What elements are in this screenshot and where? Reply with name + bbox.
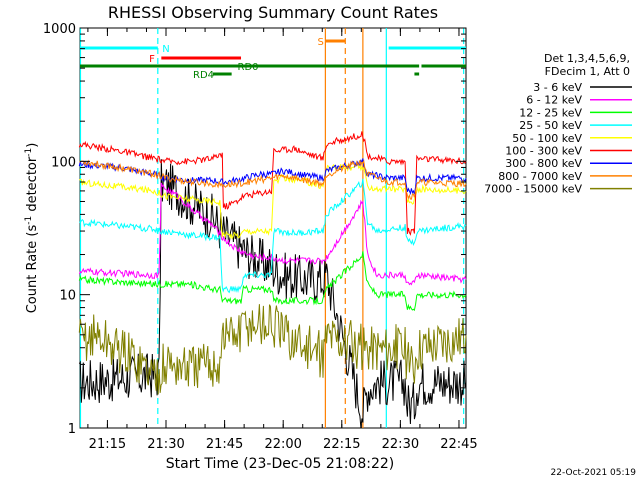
flag-n-label: N (162, 44, 169, 55)
y-tick-label-1: 1 (68, 422, 76, 437)
x-tick-label-22-45: 22:45 (440, 437, 477, 452)
legend-header-0: Det 1,3,4,5,6,9, (544, 52, 630, 65)
series-line-25-50-kev (78, 178, 467, 294)
x-axis-label: Start Time (23-Dec-05 21:08:22) (166, 456, 394, 472)
y-tick-label-10: 10 (59, 289, 76, 304)
legend-label-300-800-kev: 300 - 800 keV (505, 157, 582, 170)
legend-header-1: FDecim 1, Att 0 (545, 65, 630, 78)
flag-s-label: S (318, 37, 324, 48)
legend-label-100-300-kev: 100 - 300 keV (505, 145, 582, 158)
series-line-3-6-kev (78, 159, 467, 429)
x-axis: 21:15 21:30 21:45 22:00 22:15 22:30 22:45 (87, 28, 478, 452)
series-line-7000-15000-kev (78, 304, 467, 395)
y-axis-label: Count Rate (s-1 detector-1) (24, 143, 40, 314)
series-line-50-100-kev (78, 163, 467, 240)
series-line-6-12-kev (78, 182, 467, 286)
x-tick-label-22-00: 22:00 (264, 437, 301, 452)
y-tick-label-1000: 1000 (43, 22, 76, 37)
legend-label-50-100-kev: 50 - 100 keV (512, 132, 582, 145)
chart-title: RHESSI Observing Summary Count Rates (108, 3, 438, 22)
x-tick-label-22-15: 22:15 (323, 437, 360, 452)
flag-bars: N S F RD0 RD4 (80, 37, 466, 81)
x-tick-label-21-30: 21:30 (147, 437, 184, 452)
legend-label-800-7000-kev: 800 - 7000 keV (498, 170, 582, 183)
legend-label-3-6-kev: 3 - 6 keV (533, 81, 582, 94)
legend: Det 1,3,4,5,6,9,FDecim 1, Att 0 3 - 6 keV… (484, 52, 632, 196)
footer-timestamp: 22-Oct-2021 05:19 (551, 468, 637, 478)
legend-label-25-50-kev: 25 - 50 keV (519, 119, 582, 132)
legend-label-6-12-kev: 6 - 12 keV (526, 94, 582, 107)
legend-label-7000-15000-kev: 7000 - 15000 keV (484, 183, 582, 196)
x-tick-label-21-15: 21:15 (89, 437, 126, 452)
flag-rd0-label: RD0 (238, 62, 259, 73)
series-line-12-25-kev (78, 251, 467, 312)
x-tick-label-22-30: 22:30 (382, 437, 419, 452)
series-line-100-300-kev (78, 131, 467, 236)
flag-f-label: F (149, 54, 155, 65)
legend-label-12-25-kev: 12 - 25 keV (519, 106, 582, 119)
series-line-800-7000-kev (79, 159, 467, 200)
y-tick-label-100: 100 (51, 155, 76, 170)
y-axis: 1 10 100 1000 (43, 22, 466, 437)
flag-rd4-label: RD4 (193, 70, 214, 81)
series-line-300-800-kev (78, 158, 467, 196)
x-tick-label-21-45: 21:45 (206, 437, 243, 452)
data-series (78, 131, 467, 429)
